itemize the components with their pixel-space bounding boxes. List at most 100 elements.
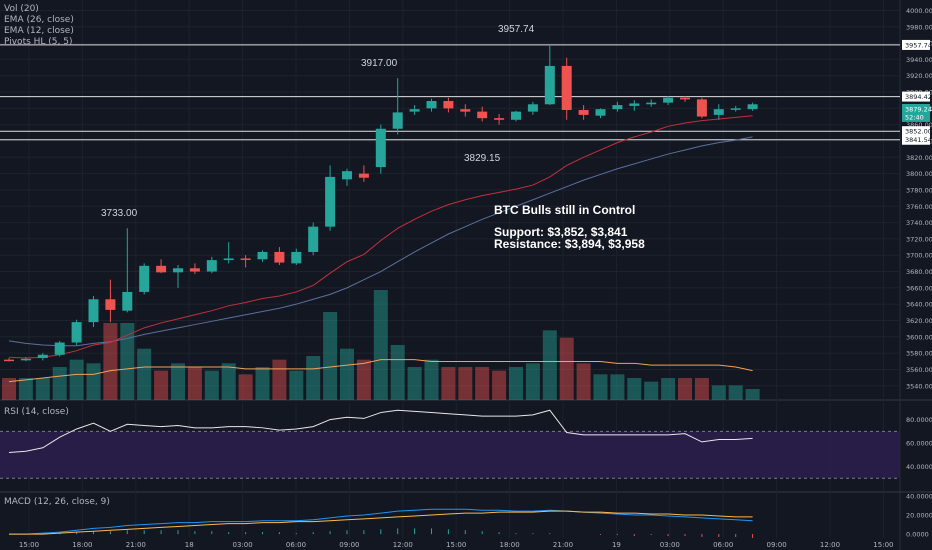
x-tick-label: 12:00 <box>820 541 840 549</box>
candle-body <box>156 265 167 273</box>
y-tick-label: 3660.00 <box>906 284 932 292</box>
volume-bar <box>18 378 33 400</box>
rsi-panel <box>0 409 900 479</box>
volume-bar <box>137 348 152 400</box>
volume-bar <box>187 367 202 400</box>
y-tick-label: 3560.00 <box>906 366 932 374</box>
volume-bar <box>255 367 270 400</box>
candle-body <box>37 354 48 359</box>
volume-bar <box>340 348 354 400</box>
candle-body <box>561 65 572 110</box>
volume-bar <box>407 367 422 400</box>
x-tick-label: 06:00 <box>713 541 733 549</box>
x-tick-label: 18 <box>185 541 194 549</box>
candle-body <box>20 358 31 361</box>
volume-bars <box>2 290 760 400</box>
volume-bar <box>678 378 692 400</box>
volume-bar <box>323 312 338 400</box>
y-tick-label: 3860.00 <box>906 121 932 129</box>
volume-bar <box>390 345 405 400</box>
legend-ema12[interactable]: EMA (12, close) <box>4 26 74 36</box>
x-tick-label: 18:00 <box>500 541 520 549</box>
y-tick-label: 3620.00 <box>906 317 932 325</box>
price-axis[interactable]: 4000.003980.003960.003940.003920.003900.… <box>902 7 932 539</box>
rsi-band <box>0 431 900 479</box>
volume-bar <box>103 323 118 400</box>
x-tick-label: 09:00 <box>767 541 787 549</box>
ema12-line <box>8 115 753 359</box>
candle-body <box>71 322 82 343</box>
x-tick-label: 15:00 <box>19 541 39 549</box>
candle-body <box>358 173 369 178</box>
volume-bar <box>458 367 473 400</box>
candle-body <box>494 118 505 120</box>
pivot-high-label: 3917.00 <box>361 58 398 69</box>
volume-bar <box>238 374 253 400</box>
macd-tick-label: 40.0000 <box>906 492 932 500</box>
y-tick-label: 3760.00 <box>906 203 932 211</box>
note-title: BTC Bulls still in Control <box>494 203 636 217</box>
volume-bar <box>221 363 236 400</box>
y-tick-label: 3940.00 <box>906 56 932 64</box>
y-tick-label: 3780.00 <box>906 186 932 194</box>
volume-bar <box>475 367 490 400</box>
volume-bar <box>627 378 642 400</box>
candle-body <box>342 171 352 180</box>
x-tick-label: 21:00 <box>126 541 146 549</box>
candle-body <box>578 109 589 115</box>
volume-bar <box>120 323 135 400</box>
x-tick-label: 19 <box>612 541 621 549</box>
volume-bar <box>542 330 557 400</box>
volume-bar <box>711 385 726 400</box>
candle-body <box>291 251 302 264</box>
y-tick-label: 3640.00 <box>906 301 932 309</box>
volume-bar <box>424 359 439 400</box>
volume-bar <box>694 378 709 400</box>
macd-label[interactable]: MACD (12, 26, close, 9) <box>4 497 110 507</box>
candle-body <box>511 111 521 120</box>
candle-body <box>460 109 471 112</box>
ema26-line <box>8 136 753 347</box>
volume-bar <box>306 356 321 400</box>
horizontal-levels <box>0 44 900 141</box>
volume-bar <box>52 367 67 400</box>
candle-body <box>223 258 234 261</box>
legend-pivots[interactable]: Pivots HL (5, 5) <box>4 37 73 47</box>
legend-ema26[interactable]: EMA (26, close) <box>4 15 74 25</box>
candle-body <box>696 99 707 117</box>
pivot-high-label: 3733.00 <box>101 208 138 219</box>
candle-body <box>88 299 99 323</box>
volume-bar <box>69 359 84 400</box>
volume-bar <box>593 374 608 400</box>
price-label-bg <box>902 126 930 137</box>
legend-vol[interactable]: Vol (20) <box>4 4 39 14</box>
price-label: 3841.54 <box>905 136 932 144</box>
y-tick-label: 3740.00 <box>906 219 932 227</box>
x-tick-label: 15:00 <box>873 541 893 549</box>
volume-bar <box>610 374 625 400</box>
volume-bar <box>509 367 523 400</box>
note-support: Support: $3,852, $3,841 <box>494 225 628 239</box>
volume-bar <box>525 363 540 400</box>
signal-line <box>9 510 753 535</box>
volume-ma-line <box>8 359 753 383</box>
candle-body <box>308 226 319 252</box>
candle-body <box>392 112 403 129</box>
macd-line <box>9 508 753 535</box>
x-tick-label: 09:00 <box>339 541 359 549</box>
volume-bar <box>441 367 456 400</box>
price-label: 3894.42 <box>905 93 932 101</box>
candle-body <box>646 102 657 105</box>
y-tick-label: 3600.00 <box>906 333 932 341</box>
candlesticks <box>4 44 758 362</box>
rsi-label[interactable]: RSI (14, close) <box>4 407 69 417</box>
candle-body <box>629 103 640 106</box>
price-label: 52:40 <box>905 113 924 121</box>
volume-bar <box>492 370 507 400</box>
volume-bar <box>86 363 101 400</box>
candle-body <box>122 291 133 311</box>
time-axis[interactable]: 15:00 18:00 21:00 18 03:00 06:00 09:00 12:00 15:… <box>19 541 894 549</box>
y-tick-label: 3800.00 <box>906 170 932 178</box>
candle-body <box>139 265 150 292</box>
